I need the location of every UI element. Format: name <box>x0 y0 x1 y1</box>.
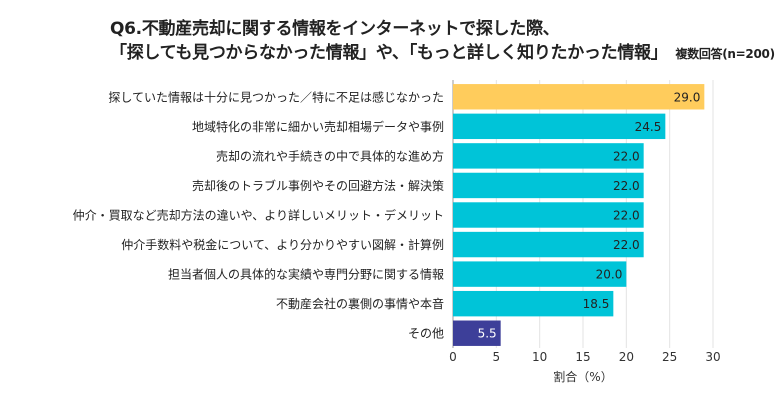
bar-value-label: 18.5 <box>583 297 610 311</box>
chart-title-line1: Q6.不動産売却に関する情報をインターネットで探した際、 <box>110 19 560 39</box>
bar <box>453 320 501 346</box>
x-tick-label: 30 <box>705 350 720 364</box>
category-label: 仲介手数料や税金について、より分かりやすい図解・計算例 <box>121 237 444 252</box>
bar-value-label: 22.0 <box>613 238 640 252</box>
x-tick-label: 5 <box>493 350 501 364</box>
bar <box>453 172 644 199</box>
bar <box>453 202 644 228</box>
bar <box>453 231 644 258</box>
chart-subtitle: 複数回答(n=200) <box>675 47 775 61</box>
x-tick-label: 10 <box>532 350 547 364</box>
x-tick-label: 20 <box>619 350 634 364</box>
category-label: 探していた情報は十分に見つかった／特に不足は感じなかった <box>108 89 444 104</box>
bar-value-label: 20.0 <box>596 268 623 282</box>
category-label: 仲介・買取など売却方法の違いや、より詳しいメリット・デメリット <box>73 208 444 223</box>
x-axis: 0 5 10 15 20 25 30 <box>449 350 720 364</box>
bar-value-label: 22.0 <box>613 209 640 223</box>
bar-value-label: 5.5 <box>478 327 497 341</box>
x-tick-label: 25 <box>662 350 677 364</box>
x-axis-title: 割合（%） <box>553 369 612 384</box>
chart-title-line2-text: 「探しても見つからなかった情報」や、「もっと詳しく知りたかった情報」 <box>110 43 668 63</box>
bar <box>453 84 705 110</box>
bar <box>453 113 666 140</box>
bar-value-label: 24.5 <box>635 120 662 134</box>
category-label: 地域特化の非常に細かい売却相場データや事例 <box>192 119 444 134</box>
bar-value-label: 22.0 <box>613 179 640 193</box>
category-label: 売却後のトラブル事例やその回避方法・解決策 <box>192 178 444 193</box>
bar <box>453 261 627 287</box>
category-labels: 探していた情報は十分に見つかった／特に不足は感じなかった地域特化の非常に細かい売… <box>73 89 444 340</box>
bar-value-label: 22.0 <box>613 149 640 163</box>
bar <box>453 143 644 169</box>
bar-value-label: 29.0 <box>674 90 701 104</box>
x-tick-label: 0 <box>449 350 457 364</box>
bar <box>453 290 614 317</box>
chart-title-line2: 「探しても見つからなかった情報」や、「もっと詳しく知りたかった情報」 複数回答(n… <box>110 38 775 63</box>
category-label: 売却の流れや手続きの中で具体的な進め方 <box>216 148 444 163</box>
category-label: 不動産会社の裏側の事情や本音 <box>276 296 444 311</box>
category-label: 担当者個人の具体的な実績や専門分野に関する情報 <box>168 267 444 282</box>
category-label: その他 <box>408 327 444 341</box>
bars: 29.0 24.5 22.0 22.0 22.0 22.0 20.0 18.5 5.5 <box>453 84 705 346</box>
x-tick-label: 15 <box>575 350 590 364</box>
